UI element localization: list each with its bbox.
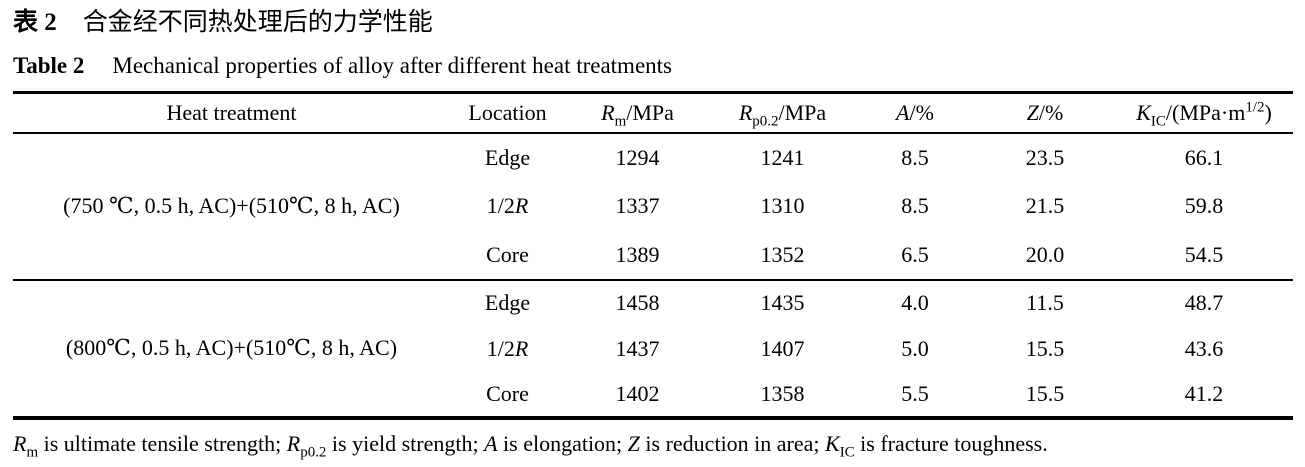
cell-z: 15.5	[1025, 335, 1065, 361]
cell-rm: 1337	[615, 193, 660, 218]
table-row: 1/2R 1337 1310 8.5 21.5 59.8	[13, 182, 1293, 231]
cell-kic: 66.1	[1184, 144, 1224, 170]
col-header-z: Z/%	[975, 92, 1115, 134]
cell-heat-treatment: (800℃, 0.5 h, AC)+(510℃, 8 h, AC)	[65, 335, 398, 360]
cell-location: Edge	[484, 144, 531, 170]
cell-a: 8.5	[901, 144, 929, 170]
caption-en-text: Mechanical properties of alloy after dif…	[112, 53, 673, 78]
cell-heat-treatment: (750 ℃, 0.5 h, AC)+(510℃, 8 h, AC)	[13, 132, 450, 281]
cell-z: 15.5	[1025, 380, 1065, 406]
caption-en-label: Table 2	[13, 53, 85, 78]
cell-location: Edge	[484, 290, 531, 315]
header-row: Heat treatment Location Rm/MPa Rp0.2/MPa…	[13, 92, 1293, 134]
cell-kic: 41.2	[1184, 380, 1224, 406]
table-row: (750 ℃, 0.5 h, AC)+(510℃, 8 h, AC) Edge …	[13, 132, 1293, 281]
cell-rm: 1402	[615, 380, 660, 406]
col-header-location: Location	[450, 92, 565, 134]
table-row: 1/2R 1437 1407 5.0 15.5 43.6	[13, 326, 1293, 372]
cell-z: 20.0	[975, 230, 1115, 281]
cell-location: 1/2R	[486, 335, 529, 361]
table-row: Core 1389 1352 6.5 20.0 54.5	[13, 230, 1293, 281]
cell-rm: 1458	[615, 290, 660, 315]
cell-z: 11.5	[1026, 290, 1064, 315]
cell-rm: 1389	[565, 230, 710, 281]
cell-z: 21.5	[1025, 193, 1065, 218]
cell-kic: 59.8	[1184, 193, 1224, 218]
cell-rp02: 1435	[760, 290, 805, 315]
col-header-rp02: Rp0.2/MPa	[710, 92, 855, 134]
cell-rm: 1437	[615, 335, 660, 361]
cell-rp02: 1310	[760, 193, 805, 218]
caption-zh-label: 表 2	[13, 9, 57, 36]
properties-table: Heat treatment Location Rm/MPa Rp0.2/MPa…	[13, 91, 1293, 420]
cell-z: 23.5	[1025, 144, 1065, 170]
caption-en: Table 2 Mechanical properties of alloy af…	[13, 51, 1293, 81]
caption-zh-text: 合金经不同热处理后的力学性能	[82, 9, 433, 36]
cell-kic: 48.7	[1184, 290, 1224, 315]
table-row: (800℃, 0.5 h, AC)+(510℃, 8 h, AC) Edge 1…	[13, 280, 1293, 360]
col-header-a: A/%	[855, 92, 975, 134]
cell-kic: 43.6	[1184, 335, 1224, 361]
cell-location: Core	[450, 230, 565, 281]
caption-zh: 表 2 合金经不同热处理后的力学性能	[13, 6, 1293, 40]
cell-a: 5.5	[901, 380, 929, 406]
cell-location: 1/2R	[486, 193, 529, 218]
cell-rp02: 1241	[760, 144, 805, 170]
table-row: Core 1402 1358 5.5 15.5 41.2	[13, 372, 1293, 418]
cell-a: 5.0	[901, 335, 929, 361]
table-footnote: Rm is ultimate tensile strength; Rp0.2 i…	[13, 430, 1048, 460]
cell-kic: 54.5	[1115, 230, 1293, 281]
cell-location: Core	[486, 380, 529, 406]
cell-rm: 1294	[615, 144, 660, 170]
cell-a: 4.0	[901, 290, 929, 315]
cell-a: 8.5	[901, 193, 929, 218]
cell-rp02: 1407	[760, 335, 805, 361]
col-header-rm: Rm/MPa	[565, 92, 710, 134]
col-header-heat-treatment: Heat treatment	[13, 92, 450, 134]
cell-a: 6.5	[855, 230, 975, 281]
cell-rp02: 1352	[710, 230, 855, 281]
col-header-kic: KIC/(MPa·m1/2)	[1115, 92, 1293, 134]
cell-rp02: 1358	[760, 380, 805, 406]
